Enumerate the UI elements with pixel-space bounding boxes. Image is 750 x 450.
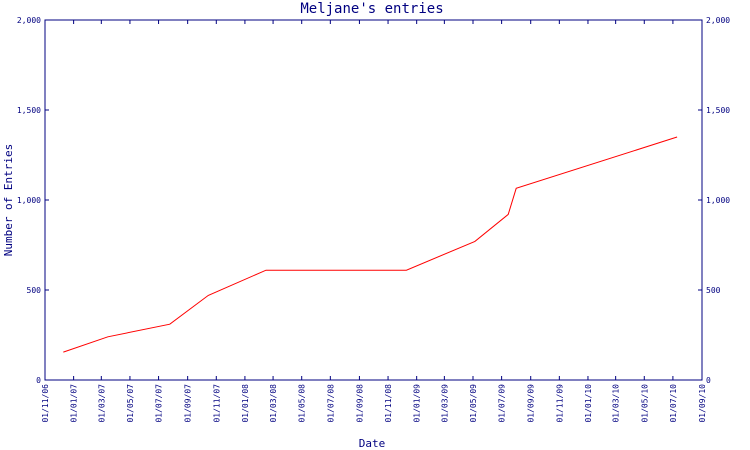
chart-title: Meljane's entries <box>300 1 443 17</box>
x-axis-label: Date <box>359 437 386 450</box>
x-tick-label: 01/09/10 <box>698 384 707 423</box>
x-tick-label: 01/03/10 <box>612 384 621 423</box>
x-tick-label: 01/05/08 <box>298 384 307 423</box>
x-tick-label: 01/09/08 <box>355 384 364 423</box>
y-tick-label-right: 1,000 <box>706 196 730 205</box>
series-line <box>63 136 678 353</box>
y-tick-label-left: 1,000 <box>17 196 41 205</box>
x-tick-label: 01/11/09 <box>555 384 564 423</box>
x-tick-label: 01/11/08 <box>384 384 393 423</box>
x-tick-label: 01/07/10 <box>669 384 678 423</box>
y-tick-label-left: 500 <box>27 286 42 295</box>
x-tick-label: 01/05/10 <box>640 384 649 423</box>
x-tick-label: 01/03/09 <box>440 384 449 423</box>
y-tick-label-right: 2,000 <box>706 16 730 25</box>
x-tick-label: 01/01/09 <box>413 384 422 423</box>
y-tick-label-left: 2,000 <box>17 16 41 25</box>
y-tick-label-right: 500 <box>706 286 721 295</box>
y-axis-label: Number of Entries <box>2 144 15 257</box>
x-tick-label: 01/05/09 <box>469 384 478 423</box>
x-tick-label: 01/07/07 <box>155 384 164 423</box>
x-tick-label: 01/01/08 <box>241 384 250 423</box>
plot-frame <box>44 19 703 381</box>
y-tick-label-left: 1,500 <box>17 106 41 115</box>
y-tick-label-right: 1,500 <box>706 106 730 115</box>
x-tick-label: 01/11/07 <box>212 384 221 423</box>
x-tick-label: 01/01/07 <box>70 384 79 423</box>
x-tick-label: 01/07/08 <box>326 384 335 423</box>
x-tick-label: 01/09/07 <box>184 384 193 423</box>
x-tick-label: 01/05/07 <box>126 384 135 423</box>
x-tick-label: 01/09/09 <box>527 384 536 423</box>
x-tick-label: 01/01/10 <box>584 384 593 423</box>
x-tick-label: 01/11/06 <box>41 384 50 423</box>
x-tick-label: 01/03/08 <box>269 384 278 423</box>
x-tick-label: 01/07/09 <box>498 384 507 423</box>
x-tick-label: 01/03/07 <box>97 384 106 423</box>
y-tick-label-left: 0 <box>36 376 41 385</box>
y-tick-label-right: 0 <box>706 376 711 385</box>
